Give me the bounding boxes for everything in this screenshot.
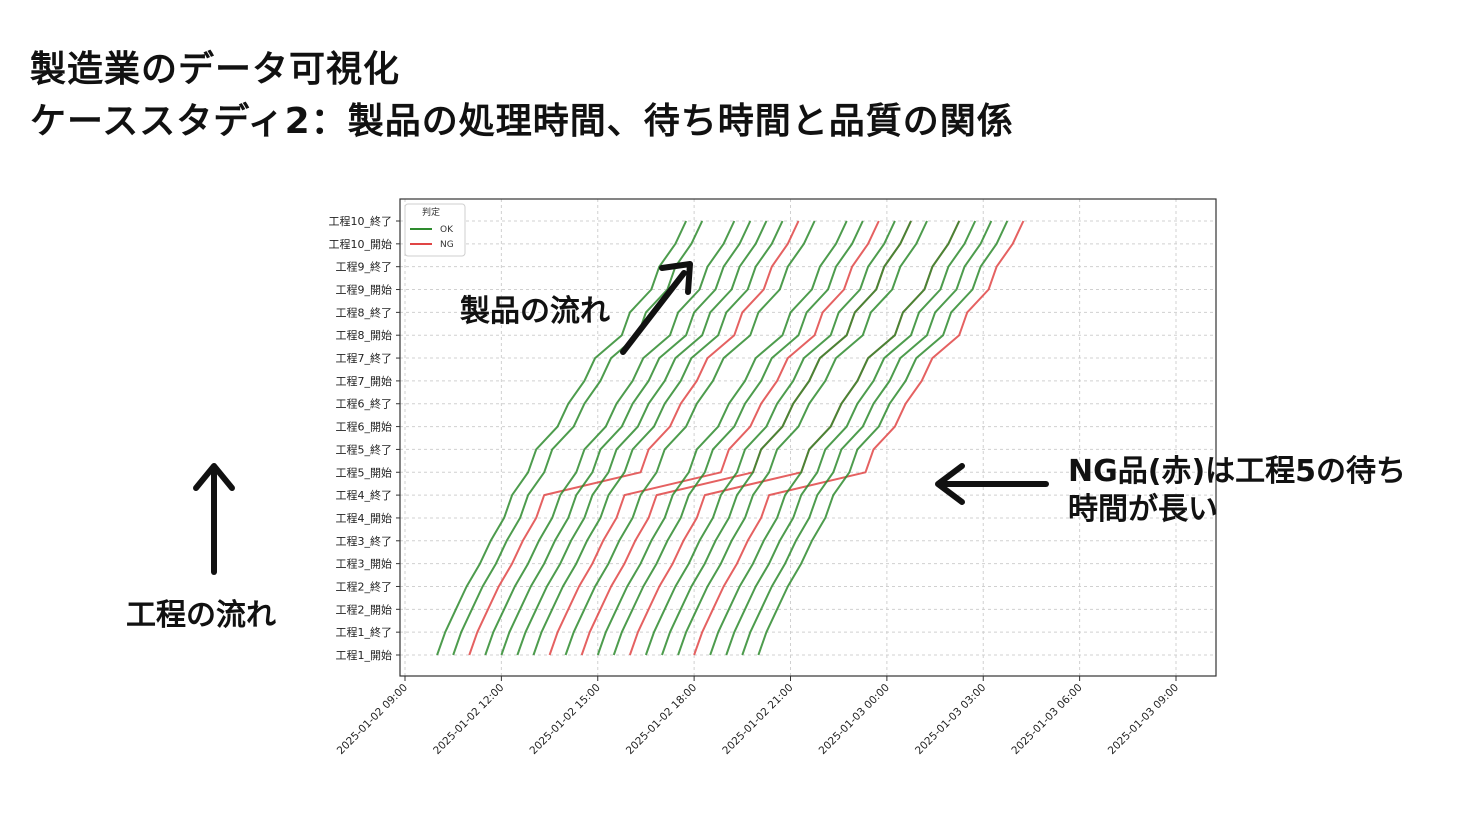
x-tick-label: 2025-01-03 09:00 — [1106, 682, 1181, 757]
y-tick-label: 工程5_開始 — [336, 465, 393, 479]
product-line-9-ok — [564, 220, 816, 656]
product-line-12-ok — [612, 220, 864, 656]
ng-note-line1: NG品(赤)は工程5の待ち — [1068, 454, 1407, 489]
ng-note-line2: 時間が長い — [1068, 492, 1218, 527]
y-tick-label: 工程9_開始 — [336, 283, 393, 297]
product-line-2-ok — [452, 220, 704, 656]
y-tick-label: 工程3_開始 — [336, 557, 393, 571]
y-tick-label: 工程8_開始 — [336, 328, 393, 342]
product-line-4-ok — [484, 220, 736, 656]
y-tick-label: 工程2_終了 — [336, 579, 393, 593]
y-tick-label: 工程3_終了 — [336, 534, 393, 548]
x-tick-label: 2025-01-02 15:00 — [527, 682, 602, 757]
y-tick-label: 工程8_終了 — [336, 305, 393, 319]
product-line-15-ok — [661, 220, 912, 656]
y-tick-label: 工程10_終了 — [329, 214, 393, 228]
y-tick-label: 工程9_終了 — [336, 260, 393, 274]
product-flow-arrowhead — [659, 261, 693, 295]
y-tick-label: 工程4_開始 — [336, 511, 393, 525]
product-line-6-ok — [516, 220, 768, 656]
series-layer — [436, 220, 1025, 656]
plot-frame — [399, 198, 1217, 677]
product-line-18-ok — [709, 220, 961, 656]
y-tick-label: 工程5_終了 — [336, 442, 393, 456]
product-line-3-ng — [468, 220, 800, 656]
product-line-20-ok — [741, 220, 993, 656]
x-tick-label: 2025-01-02 21:00 — [720, 682, 795, 757]
product-line-8-ng — [548, 220, 880, 656]
legend-ng-label: NG — [440, 240, 454, 250]
legend-title: 判定 — [422, 206, 440, 218]
y-tick-label: 工程1_開始 — [336, 648, 393, 662]
process-flow-arrowhead — [193, 463, 235, 491]
y-tick-label: 工程2_開始 — [336, 602, 393, 616]
slide-title-line1: 製造業のデータ可視化 — [30, 49, 401, 90]
y-tick-label: 工程1_終了 — [336, 625, 393, 639]
x-tick-label: 2025-01-03 06:00 — [1009, 682, 1084, 757]
product-line-14-ok — [644, 220, 896, 656]
ng-note-arrowhead — [935, 463, 965, 505]
x-tick-label: 2025-01-03 03:00 — [913, 682, 988, 757]
y-tick-label: 工程7_開始 — [336, 374, 393, 388]
product-line-5-ok — [500, 220, 752, 656]
x-tick-label: 2025-01-03 00:00 — [817, 682, 892, 757]
legend-ok-label: OK — [440, 225, 454, 235]
product-line-1-ok — [436, 220, 688, 656]
product-line-13-ng — [628, 220, 961, 656]
x-tick-label: 2025-01-02 09:00 — [335, 682, 410, 757]
product-line-19-ok — [725, 220, 977, 656]
y-tick-label: 工程7_終了 — [336, 351, 393, 365]
y-tick-label: 工程6_開始 — [336, 420, 393, 434]
grid-layer — [400, 199, 1216, 676]
x-tick-label: 2025-01-02 18:00 — [624, 682, 699, 757]
product-flow-arrow — [620, 270, 687, 355]
product-line-16-ok — [677, 220, 928, 656]
y-tick-label: 工程10_開始 — [329, 237, 393, 251]
x-tick-label: 2025-01-02 12:00 — [431, 682, 506, 757]
product-line-17-ng — [693, 220, 1025, 656]
y-tick-label: 工程6_終了 — [336, 397, 393, 411]
slide-title-line2: ケーススタディ2：製品の処理時間、待ち時間と品質の関係 — [30, 101, 1014, 142]
product-flow-label: 製品の流れ — [460, 294, 610, 329]
product-line-11-ok — [596, 220, 848, 656]
product-line-21-ok — [757, 220, 1009, 656]
y-tick-label: 工程4_終了 — [336, 488, 393, 502]
product-line-7-ok — [532, 220, 784, 656]
legend: 判定 OK NG — [404, 203, 466, 257]
process-flow-label: 工程の流れ — [126, 598, 276, 633]
